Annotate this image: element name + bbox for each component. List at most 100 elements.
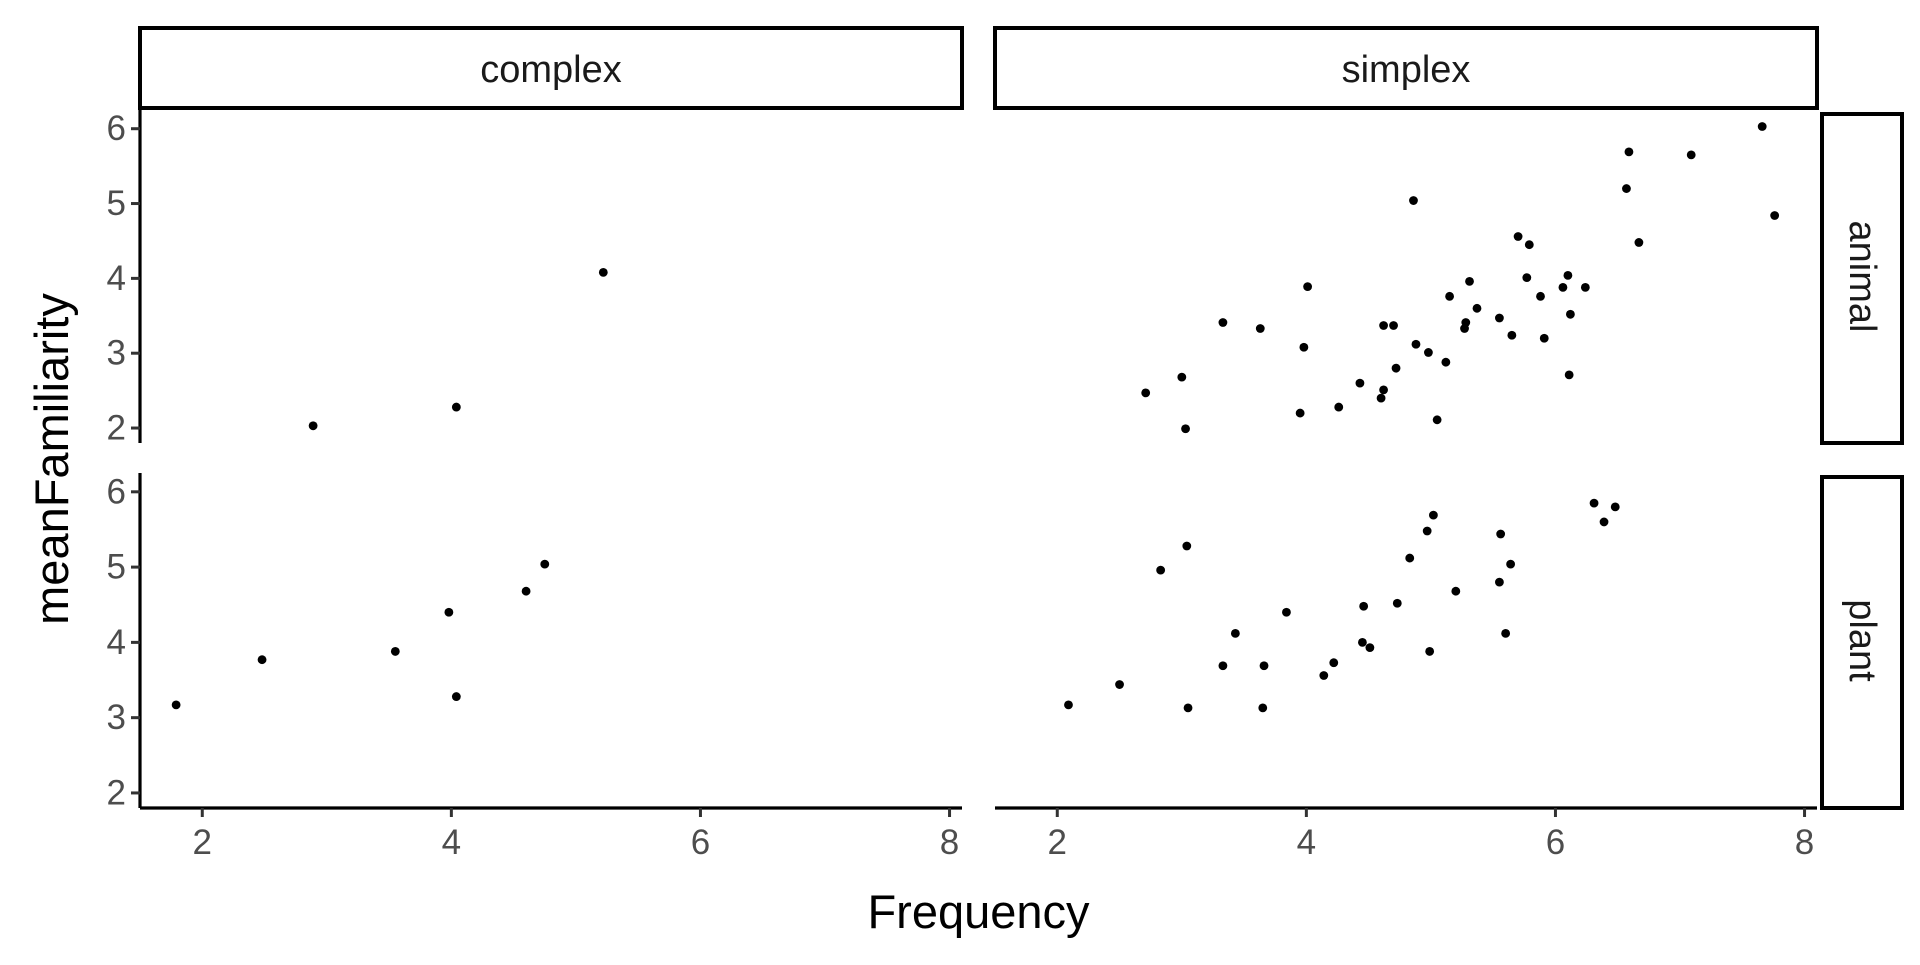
- data-point-simplex-plant: [1282, 607, 1291, 617]
- y-tick-label: 5: [107, 548, 126, 587]
- data-point-simplex-plant: [1218, 661, 1228, 671]
- data-point-simplex-plant: [1230, 628, 1240, 638]
- data-point-simplex-animal: [1424, 348, 1433, 357]
- y-tick-label: 4: [107, 259, 126, 298]
- data-point-simplex-animal: [1634, 238, 1644, 247]
- data-point-simplex-plant: [1589, 498, 1599, 508]
- data-point-simplex-animal: [1445, 291, 1454, 301]
- data-point-simplex-plant: [1329, 658, 1339, 668]
- strip-label-animal: animal: [1841, 221, 1883, 333]
- data-point-simplex-plant: [1599, 517, 1609, 527]
- data-point-complex-plant: [390, 647, 400, 656]
- x-tick-label: 2: [1048, 823, 1067, 862]
- data-point-simplex-animal: [1379, 385, 1388, 395]
- data-point-simplex-animal: [1409, 196, 1418, 205]
- x-tick-label: 6: [691, 823, 710, 862]
- data-point-simplex-plant: [1422, 526, 1432, 536]
- y-tick-label: 5: [107, 184, 126, 223]
- data-point-simplex-plant: [1064, 700, 1073, 710]
- data-point-simplex-plant: [1115, 680, 1124, 689]
- data-point-complex-animal: [598, 267, 608, 277]
- data-point-simplex-animal: [1513, 232, 1523, 241]
- data-point-simplex-animal: [1580, 282, 1590, 292]
- data-point-simplex-plant: [1506, 559, 1516, 569]
- strip-label-plant: plant: [1841, 599, 1883, 682]
- data-point-simplex-animal: [1536, 291, 1545, 301]
- data-point-simplex-animal: [1686, 150, 1696, 160]
- x-tick-label: 8: [940, 823, 959, 862]
- data-point-simplex-animal: [1564, 370, 1574, 380]
- data-point-simplex-animal: [1218, 318, 1228, 327]
- x-tick-label: 4: [442, 823, 461, 862]
- data-point-simplex-plant: [1182, 541, 1192, 551]
- x-tick-label: 4: [1297, 823, 1316, 862]
- data-point-simplex-animal: [1507, 330, 1517, 340]
- data-point-simplex-animal: [1432, 415, 1442, 425]
- data-point-simplex-plant: [1365, 643, 1375, 653]
- x-axis-title: Frequency: [867, 885, 1090, 938]
- strip-complex-box: [138, 26, 964, 110]
- data-point-simplex-animal: [1389, 321, 1398, 330]
- data-point-complex-plant: [257, 655, 267, 665]
- strip-label-complex: complex: [480, 49, 622, 91]
- data-point-simplex-plant: [1259, 661, 1269, 671]
- data-point-simplex-animal: [1566, 309, 1575, 319]
- data-point-simplex-plant: [1405, 553, 1415, 563]
- data-point-simplex-plant: [1495, 577, 1504, 587]
- data-point-simplex-animal: [1461, 318, 1471, 327]
- data-point-complex-plant: [171, 700, 181, 710]
- data-point-simplex-plant: [1451, 586, 1461, 596]
- data-point-simplex-animal: [1303, 282, 1313, 292]
- x-tick-label: 8: [1795, 823, 1814, 862]
- data-point-simplex-plant: [1258, 703, 1268, 713]
- y-tick-label: 6: [107, 472, 126, 511]
- data-point-simplex-plant: [1429, 510, 1438, 520]
- data-point-simplex-plant: [1610, 502, 1620, 512]
- data-point-simplex-plant: [1183, 703, 1193, 713]
- data-point-simplex-animal: [1757, 122, 1767, 131]
- strip-simplex-box: [993, 26, 1819, 110]
- data-point-complex-plant: [451, 692, 461, 701]
- data-point-simplex-animal: [1770, 211, 1780, 220]
- data-point-complex-animal: [308, 421, 318, 431]
- data-point-simplex-plant: [1319, 671, 1329, 680]
- data-point-complex-animal: [451, 402, 461, 412]
- data-point-simplex-animal: [1334, 402, 1344, 412]
- y-tick-label: 2: [107, 773, 126, 812]
- data-point-simplex-animal: [1255, 324, 1265, 333]
- data-point-simplex-animal: [1391, 363, 1401, 373]
- y-tick-label: 3: [107, 334, 126, 373]
- data-point-simplex-animal: [1411, 339, 1421, 349]
- data-point-simplex-animal: [1524, 240, 1534, 250]
- data-point-simplex-plant: [1156, 565, 1166, 575]
- data-point-simplex-animal: [1299, 342, 1309, 352]
- data-point-simplex-animal: [1472, 303, 1482, 313]
- data-point-simplex-animal: [1522, 273, 1532, 283]
- data-point-simplex-animal: [1177, 372, 1187, 382]
- data-point-simplex-animal: [1295, 408, 1305, 418]
- data-point-simplex-animal: [1622, 184, 1631, 193]
- y-tick-label: 2: [107, 409, 126, 448]
- data-point-complex-plant: [540, 559, 550, 569]
- data-point-simplex-plant: [1359, 601, 1369, 611]
- y-tick-label: 6: [107, 109, 126, 148]
- data-point-simplex-animal: [1558, 282, 1568, 292]
- data-point-simplex-animal: [1563, 270, 1573, 280]
- data-point-simplex-animal: [1355, 378, 1365, 388]
- data-point-simplex-plant: [1392, 598, 1402, 608]
- strip-plant-box: [1820, 475, 1904, 810]
- data-point-simplex-plant: [1358, 637, 1367, 647]
- data-point-simplex-plant: [1496, 529, 1506, 539]
- y-tick-label: 4: [107, 623, 126, 662]
- x-tick-label: 2: [193, 823, 212, 862]
- y-axis-title: meanFamiliarity: [25, 293, 78, 625]
- y-tick-label: 3: [107, 698, 126, 737]
- data-point-simplex-animal: [1624, 147, 1634, 157]
- x-tick-label: 6: [1546, 823, 1565, 862]
- strip-animal-box: [1820, 112, 1904, 445]
- data-point-simplex-animal: [1141, 388, 1151, 398]
- data-point-complex-plant: [444, 607, 454, 617]
- strip-label-simplex: simplex: [1342, 49, 1471, 91]
